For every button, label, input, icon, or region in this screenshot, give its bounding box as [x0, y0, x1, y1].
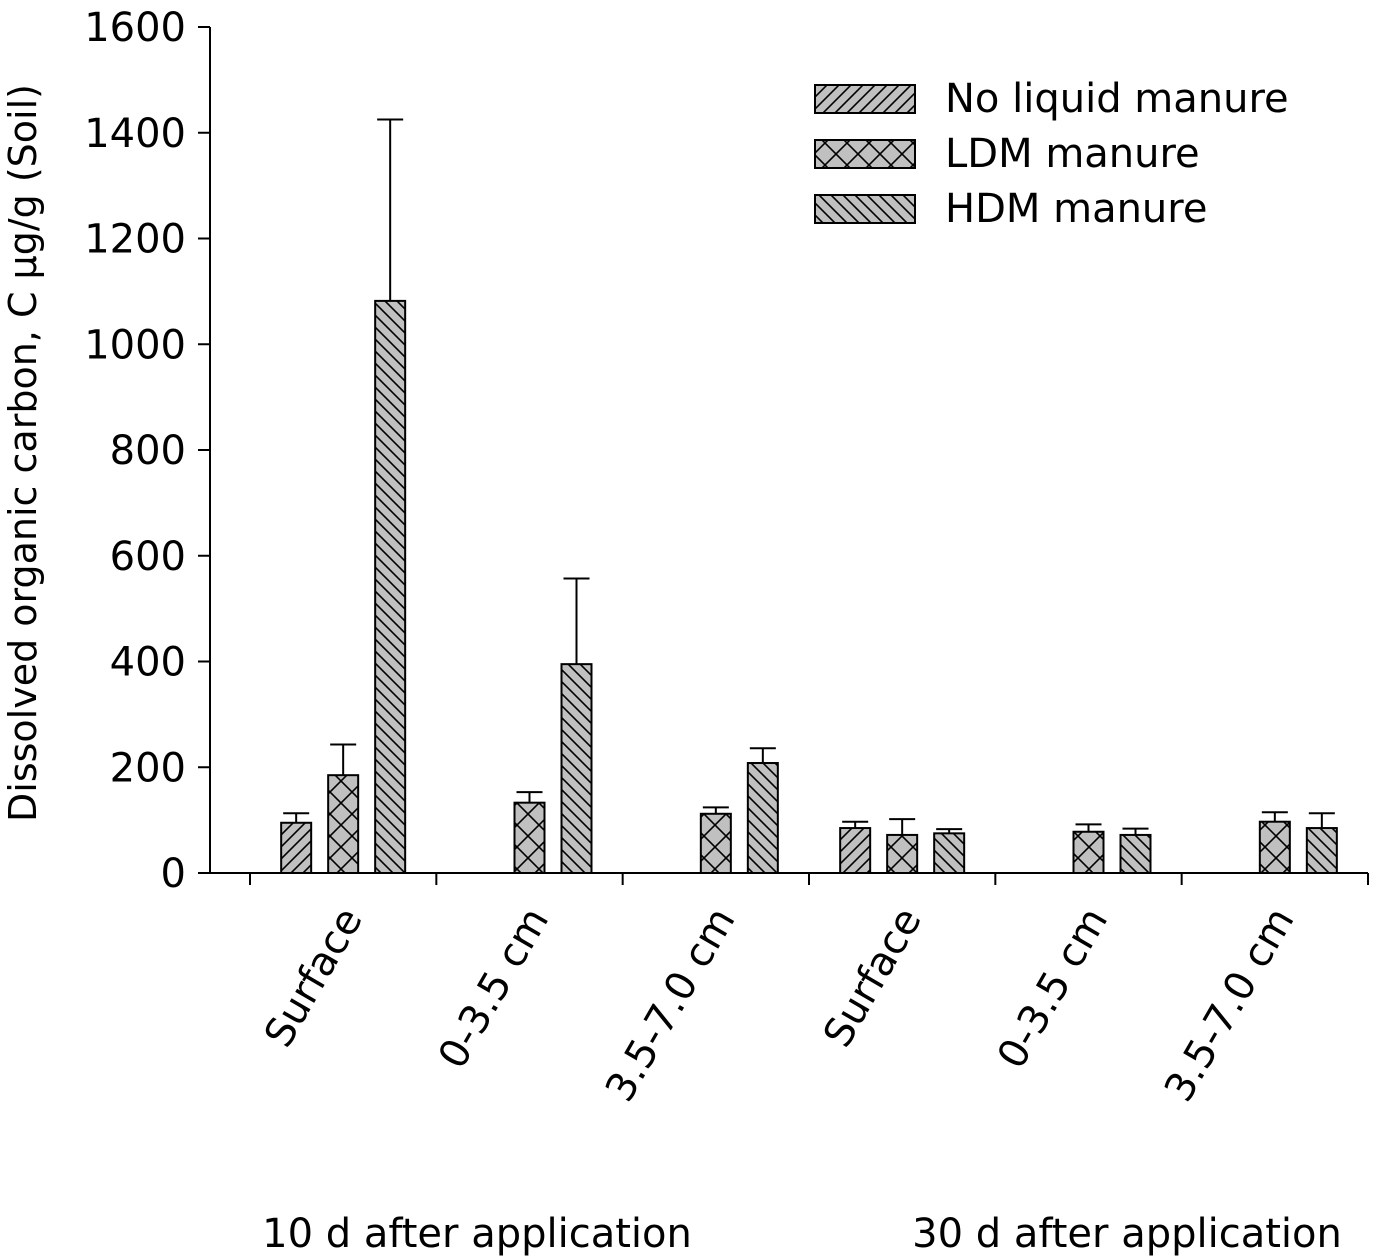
- legend: No liquid manure LDM manure HDM manure: [814, 76, 1289, 232]
- y-axis: 0 200 400 600 800 1000 1200 1400 1600: [84, 5, 211, 897]
- bars: [280, 118, 1338, 875]
- group-labels: 10 d after application 30 d after applica…: [262, 1211, 1342, 1257]
- bar-hdm-manure: [1119, 833, 1152, 874]
- bar-hdm-manure: [933, 832, 966, 874]
- y-tick-label: 400: [110, 640, 186, 686]
- legend-swatch: [814, 194, 916, 224]
- y-tick-label: 600: [110, 534, 186, 580]
- bar-ldm-manure: [699, 812, 732, 875]
- y-tick-label: 1200: [84, 217, 186, 263]
- y-tick-label: 800: [110, 428, 186, 474]
- bar-hdm-manure: [374, 299, 407, 874]
- y-tick-label: 1600: [84, 5, 186, 51]
- group-label: 30 d after application: [912, 1211, 1342, 1257]
- bar-no-liquid-manure: [280, 821, 313, 874]
- y-axis-title: Dissolved organic carbon, C µg/g (Soil): [1, 84, 45, 822]
- x-tick-label: 0-3.5 cm: [989, 900, 1117, 1076]
- x-tick-label: Surface: [815, 900, 931, 1055]
- y-tick-label: 1400: [84, 111, 186, 157]
- x-tick-label: 3.5-7.0 cm: [1156, 900, 1304, 1109]
- legend-label: HDM manure: [945, 186, 1207, 232]
- legend-swatch: [814, 139, 916, 169]
- bar-hdm-manure: [1305, 827, 1338, 875]
- x-tick-labels: Surface 0-3.5 cm 3.5-7.0 cm Surface 0-3.5 cm…: [256, 900, 1304, 1109]
- x-tick-label: Surface: [256, 900, 372, 1055]
- bar-no-liquid-manure: [839, 827, 872, 875]
- bar-ldm-manure: [1072, 830, 1105, 875]
- bar-hdm-manure: [560, 663, 593, 874]
- bar-ldm-manure: [327, 774, 360, 875]
- legend-swatch: [814, 84, 916, 114]
- bar-ldm-manure: [513, 801, 546, 875]
- x-tick-label: 3.5-7.0 cm: [597, 900, 745, 1109]
- y-tick-label: 1000: [84, 322, 186, 368]
- legend-label: No liquid manure: [945, 76, 1289, 122]
- x-axis: [210, 872, 1369, 885]
- bar-ldm-manure: [886, 833, 919, 874]
- y-tick-label: 0: [161, 851, 186, 897]
- bar-hdm-manure: [746, 762, 779, 875]
- legend-label: LDM manure: [945, 131, 1200, 177]
- y-tick-label: 200: [110, 745, 186, 791]
- group-label: 10 d after application: [262, 1211, 692, 1257]
- bar-ldm-manure: [1258, 820, 1291, 874]
- x-tick-label: 0-3.5 cm: [430, 900, 558, 1076]
